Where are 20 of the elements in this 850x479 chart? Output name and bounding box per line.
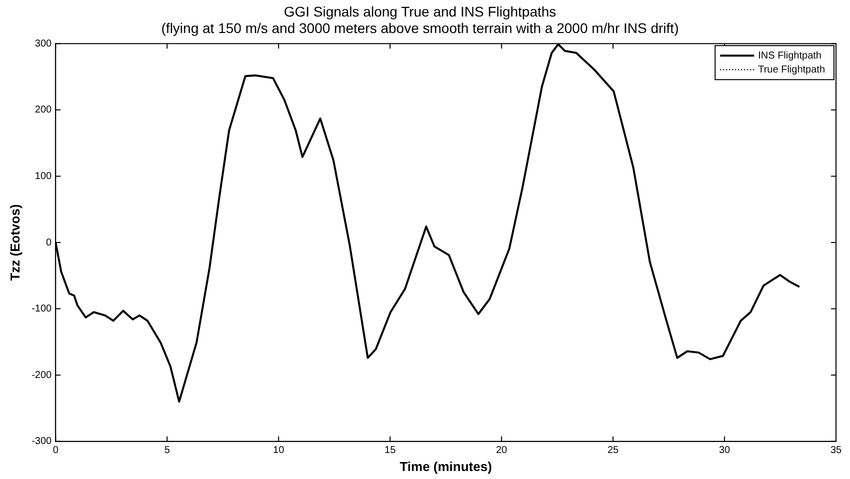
y-tick-label: -200 xyxy=(32,370,52,381)
x-tick-label: 5 xyxy=(164,445,170,456)
y-tick-label: -100 xyxy=(32,304,52,315)
x-axis-title: Time (minutes) xyxy=(400,458,492,474)
x-tick-label: 15 xyxy=(384,445,396,456)
chart-title: GGI Signals along True and INS Flightpaths xyxy=(284,3,556,20)
x-tick-label: 30 xyxy=(718,445,731,456)
x-tick-label: 10 xyxy=(273,445,285,456)
x-tick-label: 25 xyxy=(607,445,620,456)
y-tick-label: 0 xyxy=(46,237,52,248)
legend-label: True Flightpath xyxy=(758,64,826,76)
y-tick-label: 200 xyxy=(34,104,52,116)
y-tick-label: -300 xyxy=(32,436,52,448)
y-tick-label: 100 xyxy=(34,170,52,182)
legend-label: INS Flightpath xyxy=(758,50,822,62)
y-axis-title: Tzz (Eotvos) xyxy=(7,204,22,281)
y-tick-label: 300 xyxy=(34,38,52,50)
x-tick-label: 20 xyxy=(496,445,508,456)
x-tick-label: 35 xyxy=(830,445,842,456)
chart-subtitle: (flying at 150 m/s and 3000 meters above smooth terrain with a 2000 m/hr INS drift) xyxy=(161,20,679,36)
